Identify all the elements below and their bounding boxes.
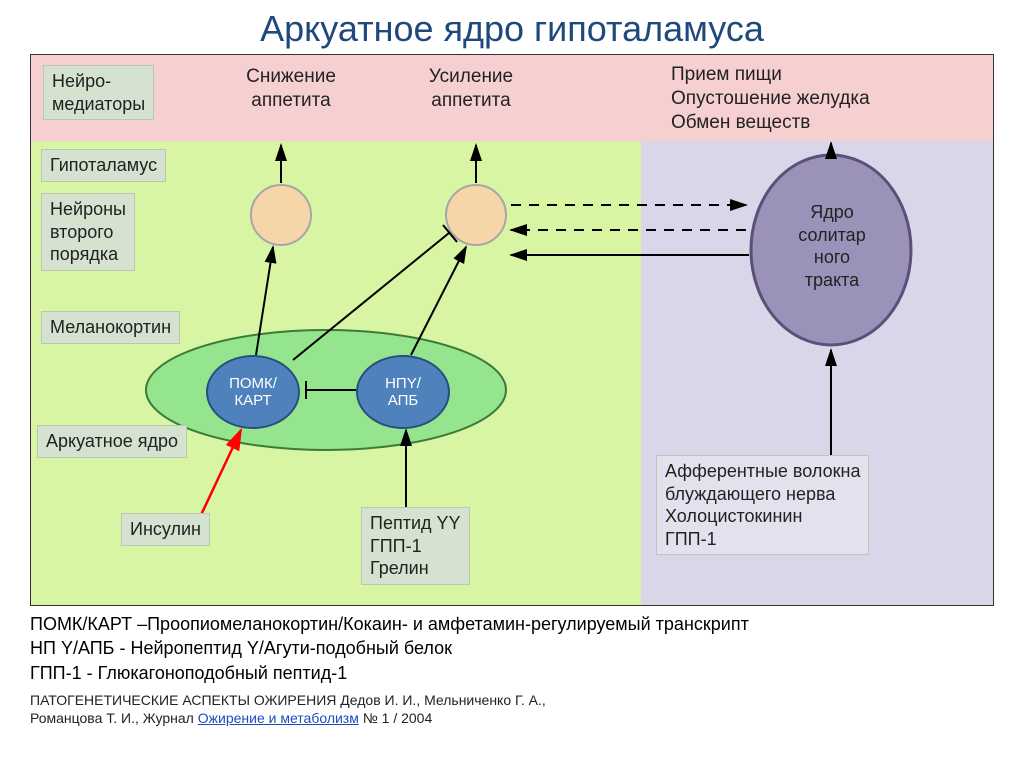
vagus-box: Афферентные волокна блуждающего нерва Хо… <box>656 455 869 555</box>
diagram-container: Нейро- медиаторы Снижение аппетита Усиле… <box>30 54 994 606</box>
pomc-node: ПОМК/ КАРТ <box>206 355 300 429</box>
second-order-neurons-box: Нейроны второго порядка <box>41 193 135 271</box>
hypothalamus-box: Гипоталамус <box>41 149 166 182</box>
npy-node: НПY/ АПБ <box>356 355 450 429</box>
solitarius-label: Ядро солитар ного тракта <box>787 201 877 291</box>
footer-line-3: ГПП-1 - Глюкагоноподобный пептид-1 <box>30 661 994 685</box>
emptying: Опустошение желудка <box>671 87 870 111</box>
page-title: Аркуатное ядро гипоталамуса <box>0 8 1024 50</box>
metabolism: Обмен веществ <box>671 111 810 135</box>
citation-post: № 1 / 2004 <box>359 710 432 726</box>
insulin-box: Инсулин <box>121 513 210 546</box>
neurotransmitters-box: Нейро- медиаторы <box>43 65 154 120</box>
appetite-increase: Усиление аппетита <box>401 65 541 113</box>
food-intake: Прием пищи <box>671 63 782 87</box>
footer-line-1: ПОМК/КАРТ –Проопиомеланокортин/Кокаин- и… <box>30 612 994 636</box>
footer-legend: ПОМК/КАРТ –Проопиомеланокортин/Кокаин- и… <box>30 612 994 685</box>
citation: ПАТОГЕНЕТИЧЕСКИЕ АСПЕКТЫ ОЖИРЕНИЯ Дедов … <box>30 691 994 727</box>
melanocortin-box: Меланокортин <box>41 311 180 344</box>
footer-line-2: НП Y/АПБ - Нейропептид Y/Агути-подобный … <box>30 636 994 660</box>
arcuate-nucleus-box: Аркуатное ядро <box>37 425 187 458</box>
peptide-box: Пептид YY ГПП-1 Грелин <box>361 507 470 585</box>
citation-link[interactable]: Ожирение и метаболизм <box>198 710 359 726</box>
appetite-decrease: Снижение аппетита <box>221 65 361 113</box>
